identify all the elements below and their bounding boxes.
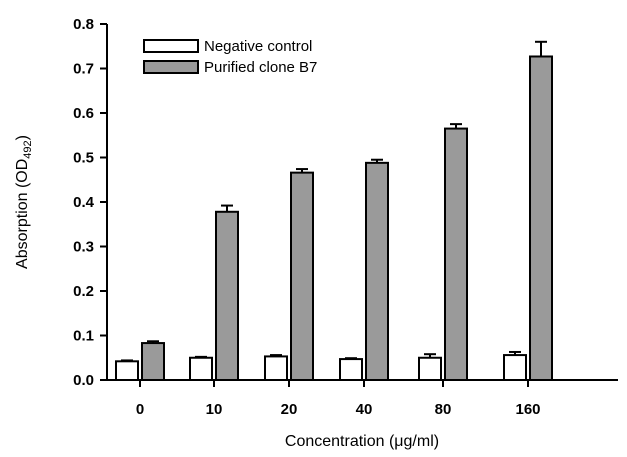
y-tick-label: 0.7 <box>73 61 94 78</box>
x-tick-label: 0 <box>136 401 144 418</box>
bar-purified-clone-b7 <box>365 161 389 381</box>
y-axis-title-subscript: 492 <box>22 140 34 158</box>
x-tick-label: 80 <box>435 401 452 418</box>
y-tick-label: 0.4 <box>73 194 95 211</box>
legend: Negative control Purified clone B7 <box>143 38 317 76</box>
x-ticks-group: 0 10 20 40 80 160 <box>136 380 541 418</box>
bar-negative-control <box>418 356 442 381</box>
y-tick-label: 0.5 <box>73 150 94 167</box>
x-axis-title: Concentration (μg/ml) <box>285 433 439 450</box>
bar-purified-clone-b7 <box>215 210 239 381</box>
y-tick-label: 0.3 <box>73 239 94 256</box>
legend-swatch-purified-clone-b7 <box>143 60 199 74</box>
y-tick-label: 0.1 <box>73 328 94 345</box>
bar-negative-control <box>503 354 527 381</box>
bars-group <box>115 40 553 382</box>
x-tick-label: 160 <box>515 401 540 418</box>
y-ticks-group: 0.0 0.1 0.2 0.3 0.4 0.5 0.6 0.7 0.8 <box>73 16 107 389</box>
y-axis-title: Absorption (OD492) <box>14 135 34 269</box>
x-tick-label: 40 <box>356 401 373 418</box>
bar-negative-control <box>189 356 213 381</box>
y-tick-label: 0.8 <box>73 16 94 33</box>
y-tick-label: 0.6 <box>73 105 94 122</box>
bar-purified-clone-b7 <box>529 55 553 382</box>
x-tick-label: 10 <box>206 401 223 418</box>
y-tick-label: 0.0 <box>73 372 94 389</box>
x-tick-label: 20 <box>281 401 298 418</box>
y-tick-label: 0.2 <box>73 283 94 300</box>
legend-swatch-negative-control <box>143 39 199 53</box>
bar-purified-clone-b7 <box>141 342 165 382</box>
bar-negative-control <box>339 358 363 381</box>
y-axis-title-main: Absorption (OD <box>14 159 31 269</box>
bar-purified-clone-b7 <box>290 171 314 381</box>
bar-negative-control <box>115 360 139 381</box>
y-axis-title-end: ) <box>14 135 31 140</box>
bar-negative-control <box>264 355 288 382</box>
legend-label-purified-clone-b7: Purified clone B7 <box>204 59 317 76</box>
legend-label-negative-control: Negative control <box>204 38 312 55</box>
bar-purified-clone-b7 <box>444 127 468 381</box>
